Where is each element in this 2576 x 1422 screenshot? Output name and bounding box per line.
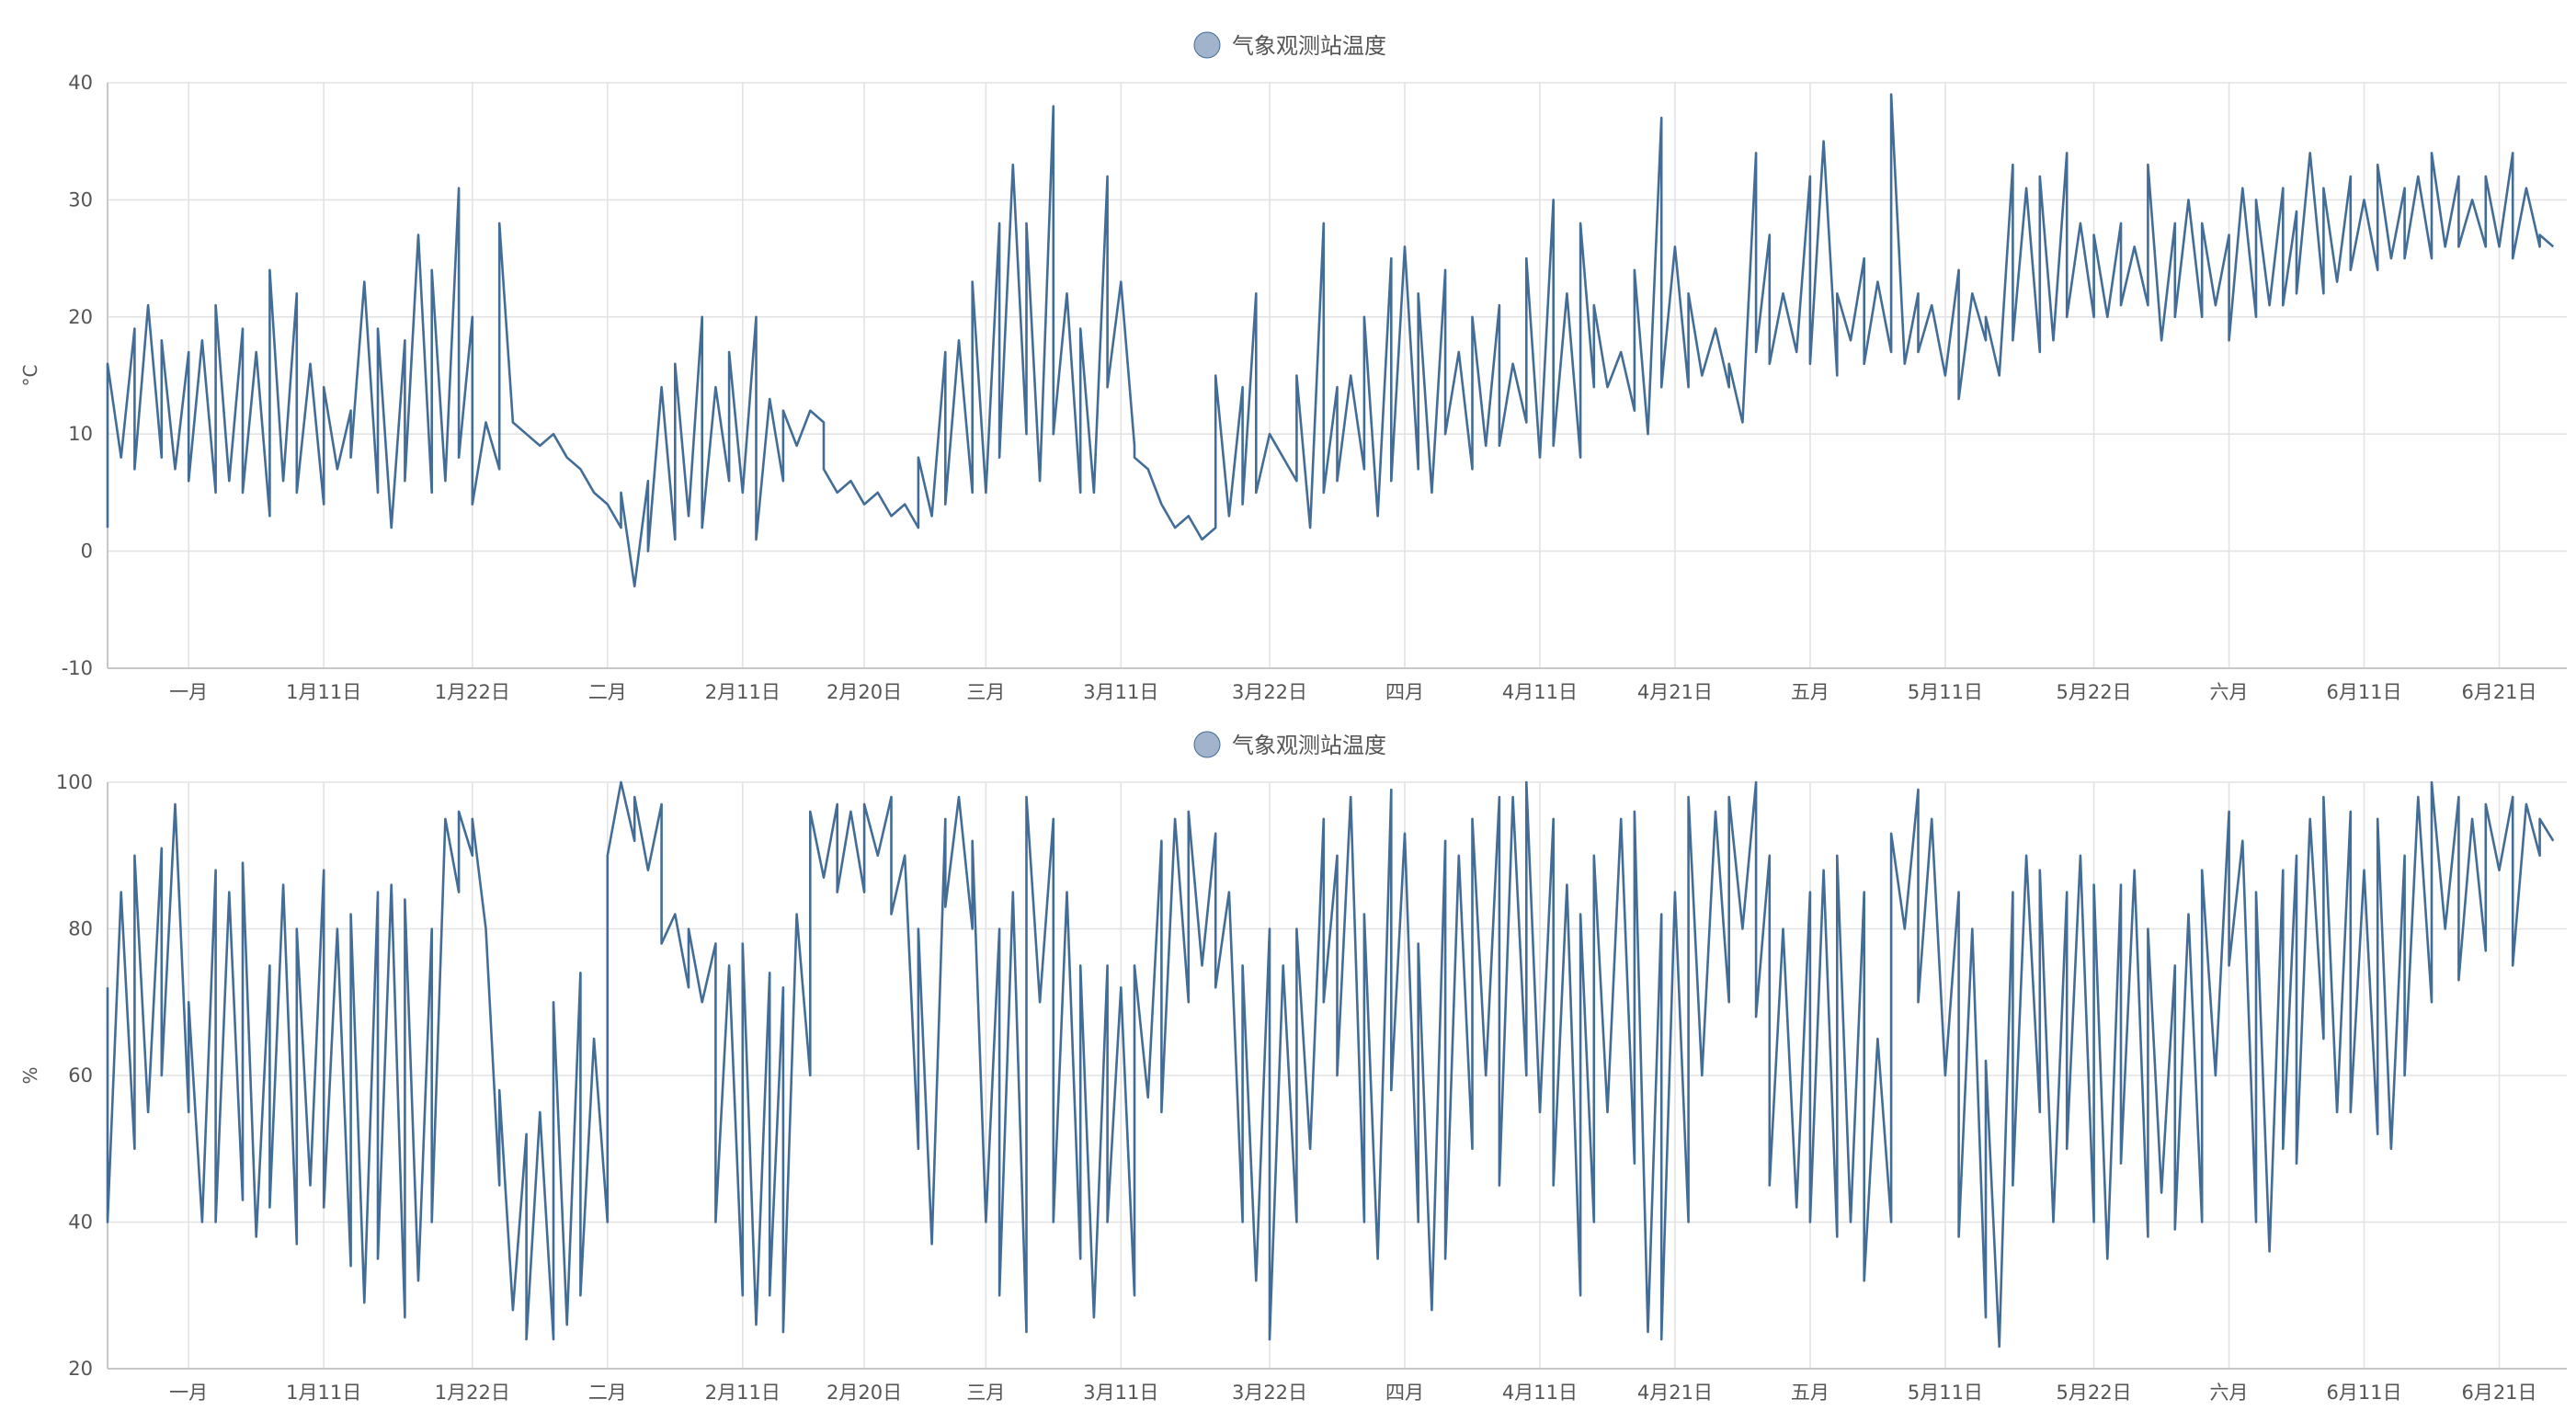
chart2-x-tick-label: 3月11日 xyxy=(1083,1382,1158,1404)
chart2-y-tick-label: 60 xyxy=(68,1064,93,1086)
chart2-y-tick-label: 40 xyxy=(68,1212,93,1234)
chart2-x-tick-label: 二月 xyxy=(588,1382,627,1404)
chart2-x-tick-label: 四月 xyxy=(1385,1382,1424,1404)
chart2-x-tick-label: 1月11日 xyxy=(286,1382,361,1404)
chart1-x-tick-label: 3月22日 xyxy=(1232,681,1307,703)
chart2-x-tick-label: 2月11日 xyxy=(705,1382,781,1404)
chart2-y-tick-label: 100 xyxy=(56,771,93,793)
chart1-x-tick-label: 4月21日 xyxy=(1637,681,1713,703)
chart2-y-axis-unit: % xyxy=(19,1066,41,1084)
chart1-x-tick-label: 六月 xyxy=(2210,681,2249,703)
chart1-legend-label[interactable]: 气象观测站温度 xyxy=(1232,33,1386,59)
chart1-y-tick-label: 20 xyxy=(68,306,93,328)
chart1-x-tick-label: 1月22日 xyxy=(435,681,510,703)
chart2-series-line xyxy=(106,780,2555,1348)
chart1-x-tick-label: 2月20日 xyxy=(826,681,902,703)
chart2-x-tick-label: 2月20日 xyxy=(826,1382,902,1404)
chart2-x-tick-label: 五月 xyxy=(1791,1382,1829,1404)
chart1-x-tick-label: 4月11日 xyxy=(1502,681,1578,703)
chart1-y-tick-label: 10 xyxy=(68,423,93,445)
chart1-x-tick-label: 二月 xyxy=(588,681,627,703)
chart1-y-tick-label: 40 xyxy=(68,72,93,94)
chart2-x-tick-label: 1月22日 xyxy=(435,1382,510,1404)
chart1-y-axis-unit: °C xyxy=(19,365,41,387)
chart2-legend-label[interactable]: 气象观测站温度 xyxy=(1232,733,1386,758)
chart1-x-tick-label: 6月11日 xyxy=(2326,681,2401,703)
chart2-x-tick-label: 六月 xyxy=(2210,1382,2249,1404)
chart1-x-tick-label: 6月21日 xyxy=(2461,681,2536,703)
chart2-x-tick-label: 3月22日 xyxy=(1232,1382,1307,1404)
chart1-x-tick-label: 2月11日 xyxy=(705,681,781,703)
chart2-x-tick-label: 6月11日 xyxy=(2326,1382,2401,1404)
chart1-legend-marker-icon[interactable] xyxy=(1193,31,1221,59)
chart2-x-tick-label: 6月21日 xyxy=(2461,1382,2536,1404)
chart1-x-tick-label: 四月 xyxy=(1385,681,1424,703)
chart1-y-tick-label: 30 xyxy=(68,188,93,210)
chart1-x-tick-label: 1月11日 xyxy=(286,681,361,703)
chart1-x-tick-label: 三月 xyxy=(966,681,1005,703)
chart1-x-tick-label: 一月 xyxy=(169,681,208,703)
chart1-x-tick-label: 五月 xyxy=(1791,681,1829,703)
chart1-x-tick-label: 5月22日 xyxy=(2057,681,2132,703)
chart1-y-tick-label: 0 xyxy=(81,540,93,563)
chart2-x-tick-label: 5月11日 xyxy=(1908,1382,1983,1404)
chart2-y-tick-label: 20 xyxy=(68,1358,93,1380)
chart2-y-tick-label: 80 xyxy=(68,918,93,940)
chart2-legend-marker-icon[interactable] xyxy=(1193,731,1221,758)
chart1-x-tick-label: 3月11日 xyxy=(1083,681,1158,703)
chart2-x-tick-label: 4月11日 xyxy=(1502,1382,1578,1404)
chart1-series-line xyxy=(106,93,2555,588)
chart2-x-tick-label: 4月21日 xyxy=(1637,1382,1713,1404)
chart2-x-tick-label: 三月 xyxy=(966,1382,1005,1404)
chart1-y-tick-label: -10 xyxy=(62,657,93,679)
chart2-x-tick-label: 5月22日 xyxy=(2057,1382,2132,1404)
chart1-x-tick-label: 5月11日 xyxy=(1908,681,1983,703)
chart2-x-tick-label: 一月 xyxy=(169,1382,208,1404)
